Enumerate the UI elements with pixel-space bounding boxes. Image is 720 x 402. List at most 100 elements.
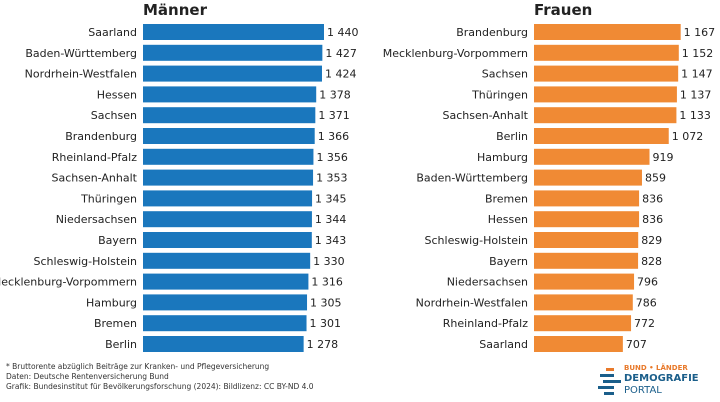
right-bar (534, 24, 681, 40)
left-value-label: 1 305 (310, 296, 342, 309)
right-category-label: Rheinland-Pfalz (443, 317, 528, 330)
left-category-label: Rheinland-Pfalz (52, 151, 137, 164)
logo-mark-icon (598, 368, 621, 395)
right-category-label: Hessen (488, 213, 528, 226)
right-value-label: 836 (642, 192, 663, 205)
right-bar (534, 107, 677, 124)
right-category-label: Hamburg (477, 151, 528, 164)
right-bar (534, 65, 679, 82)
left-bar (143, 148, 314, 165)
right-bar (534, 148, 650, 165)
left-bar (143, 24, 324, 40)
right-value-label: 859 (645, 172, 666, 185)
right-bar (534, 315, 632, 332)
right-value-label: 829 (641, 234, 662, 247)
right-bar (534, 169, 642, 186)
left-value-label: 1 345 (315, 192, 347, 205)
right-bar (534, 190, 640, 207)
left-value-label: 1 424 (325, 68, 357, 81)
right-value-label: 836 (642, 213, 663, 226)
footnote-data-source: Daten: Deutsche Rentenversicherung Bund (6, 372, 169, 381)
left-bar (143, 128, 315, 144)
left-bar (143, 86, 317, 103)
right-category-label: Bayern (489, 255, 528, 268)
left-category-label: Sachsen-Anhalt (51, 172, 137, 185)
left-category-label: Schleswig-Holstein (34, 255, 137, 268)
left-value-label: 1 427 (325, 47, 357, 60)
right-category-label: Berlin (496, 130, 528, 143)
bar-charts: Männer Saarland 1 440 Baden-Württemberg 1 42… (0, 1, 716, 352)
left-bar (143, 107, 316, 124)
right-bar (534, 128, 669, 144)
left-category-label: Bremen (94, 317, 137, 330)
left-bar (143, 336, 304, 352)
left-bar (143, 211, 312, 228)
right-value-label: 786 (636, 296, 657, 309)
logo-main-text: DEMOGRAFIE (624, 373, 699, 384)
left-value-label: 1 330 (313, 255, 345, 268)
left-value-label: 1 278 (307, 338, 339, 351)
left-chart-title: Männer (143, 1, 208, 19)
right-category-label: Baden-Württemberg (416, 172, 528, 185)
left-value-label: 1 353 (316, 172, 348, 185)
right-value-label: 772 (634, 317, 655, 330)
left-category-label: Nordrhein-Westfalen (25, 68, 137, 81)
right-bar (534, 211, 640, 228)
left-bar (143, 232, 312, 248)
right-value-label: 796 (637, 276, 658, 289)
right-category-label: Sachsen (482, 68, 528, 81)
footnotes: * Bruttorente abzüglich Beiträge zur Kra… (6, 362, 314, 392)
footnote-graphic-source: Grafik: Bundesinstitut für Bevölkerungsf… (6, 382, 314, 391)
left-category-label: Niedersachsen (56, 213, 137, 226)
left-value-label: 1 378 (319, 88, 351, 101)
right-value-label: 1 137 (680, 88, 712, 101)
right-value-label: 707 (626, 338, 647, 351)
left-value-label: 1 356 (316, 151, 348, 164)
footnote-definition: * Bruttorente abzüglich Beiträge zur Kra… (6, 362, 270, 371)
left-value-label: 1 371 (318, 109, 350, 122)
right-bar (534, 86, 677, 103)
right-bar (534, 294, 633, 311)
right-value-label: 1 152 (682, 47, 714, 60)
left-category-label: Thüringen (80, 192, 137, 205)
right-chart-title: Frauen (534, 1, 592, 19)
right-category-label: Thüringen (471, 88, 528, 101)
right-category-label: Mecklenburg-Vorpommern (383, 47, 528, 60)
logo-top-text: BUND • LÄNDER (624, 364, 688, 372)
left-category-label: Hessen (97, 88, 137, 101)
left-category-label: Bayern (98, 234, 137, 247)
left-bar (143, 44, 323, 61)
logo-sub-text: PORTAL (624, 385, 662, 396)
left-category-label: Baden-Württemberg (25, 47, 137, 60)
left-bar (143, 169, 314, 186)
right-category-label: Saarland (479, 338, 528, 351)
left-value-label: 1 343 (315, 234, 347, 247)
demografie-portal-logo: BUND • LÄNDER DEMOGRAFIE PORTAL (598, 364, 716, 400)
left-bar (143, 294, 308, 311)
right-bar (534, 252, 639, 269)
left-bar (143, 252, 311, 269)
right-bar (534, 44, 679, 61)
right-value-label: 1 167 (684, 26, 716, 39)
right-bar (534, 273, 635, 290)
right-bar (534, 232, 639, 248)
right-value-label: 919 (653, 151, 674, 164)
right-value-label: 828 (641, 255, 662, 268)
left-value-label: 1 366 (318, 130, 350, 143)
left-category-label: Sachsen (91, 109, 137, 122)
right-category-label: Niedersachsen (447, 276, 528, 289)
right-value-label: 1 147 (681, 68, 713, 81)
left-value-label: 1 301 (310, 317, 342, 330)
left-category-label: Berlin (105, 338, 137, 351)
left-value-label: 1 316 (311, 276, 343, 289)
left-bar (143, 273, 309, 290)
right-value-label: 1 072 (672, 130, 704, 143)
left-value-label: 1 344 (315, 213, 347, 226)
left-bar (143, 65, 322, 82)
left-value-label: 1 440 (327, 26, 359, 39)
right-category-label: Sachsen-Anhalt (442, 109, 528, 122)
left-category-label: Hamburg (86, 296, 137, 309)
left-category-label: Saarland (88, 26, 137, 39)
right-category-label: Nordrhein-Westfalen (416, 296, 528, 309)
left-category-label: Mecklenburg-Vorpommern (0, 276, 137, 289)
